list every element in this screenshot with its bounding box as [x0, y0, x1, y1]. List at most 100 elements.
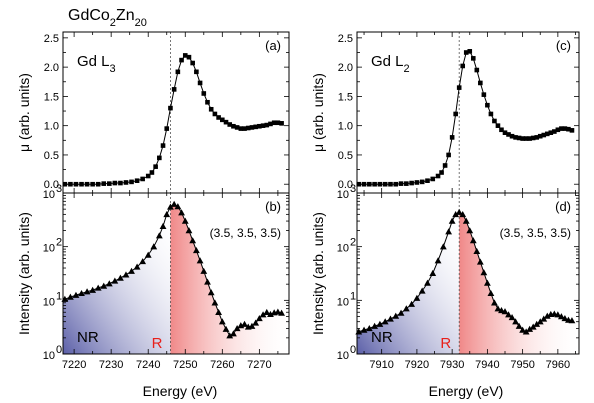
data-point-triangle	[122, 271, 130, 278]
data-point-square	[182, 53, 188, 58]
x-tick-label: 7220	[62, 359, 86, 371]
data-point-square	[153, 164, 158, 169]
data-point-square	[439, 170, 444, 175]
data-point-triangle	[150, 243, 158, 250]
data-point-triangle	[452, 210, 460, 218]
data-point-square	[220, 117, 225, 123]
data-point-triangle	[67, 293, 74, 300]
data-point-triangle	[397, 309, 405, 316]
panel-a: 0.0 0.5 1.0 1.5 2.0 2.5 μ (arb. units) (a) Gd L3	[16, 31, 290, 194]
data-point-triangle	[192, 247, 200, 254]
data-point-square	[485, 102, 490, 108]
plot-frame	[62, 192, 290, 355]
x-tick-label: 7230	[99, 359, 123, 371]
data-point-square	[245, 125, 251, 131]
data-point-triangle	[252, 319, 260, 326]
data-point-triangle	[455, 208, 463, 215]
panel-letter: (d)	[555, 199, 571, 214]
y-tick-exponent: 3	[56, 183, 62, 195]
data-point-triangle	[522, 328, 530, 335]
data-point-triangle	[133, 263, 141, 270]
y-tick-label: 10	[43, 189, 55, 201]
data-point-square	[467, 49, 473, 54]
data-point-triangle	[226, 332, 234, 339]
data-point-triangle	[508, 314, 516, 321]
y-tick-label: 10	[337, 296, 349, 308]
data-point-triangle	[462, 217, 470, 224]
data-point-triangle	[491, 299, 498, 306]
data-point-square	[216, 115, 221, 120]
data-point-triangle	[376, 320, 384, 327]
region-label-nr: NR	[77, 329, 99, 346]
data-point-square	[231, 123, 236, 129]
data-point-square	[537, 133, 543, 139]
x-tick-label: 7950	[510, 359, 534, 371]
data-point-triangle	[117, 274, 124, 281]
data-point-triangle	[487, 289, 495, 297]
data-point-triangle	[557, 313, 565, 320]
data-point-triangle	[526, 325, 534, 332]
data-point-square	[393, 181, 399, 187]
data-point-triangle	[72, 291, 80, 298]
data-point-square	[456, 85, 462, 90]
data-point-square	[79, 181, 84, 187]
data-point-square	[73, 181, 79, 187]
data-point-square	[460, 63, 466, 69]
data-point-square	[541, 132, 547, 138]
x-axis-label-right: Energy (eV)	[429, 383, 504, 399]
data-point-triangle	[233, 324, 241, 332]
data-point-square	[190, 60, 195, 66]
y-tick-label: 10	[43, 296, 55, 308]
data-point-square	[227, 122, 233, 127]
data-point-triangle	[439, 243, 447, 250]
y-tick-exponent: 0	[350, 344, 356, 356]
data-point-triangle	[434, 257, 442, 264]
x-axis-label-left: Energy (eV)	[143, 383, 218, 399]
data-point-square	[238, 126, 244, 131]
data-point-square	[62, 181, 68, 187]
data-point-square	[168, 105, 173, 111]
data-point-square	[382, 181, 388, 187]
data-point-triangle	[540, 315, 548, 322]
data-point-square	[164, 126, 170, 131]
data-point-square	[264, 122, 270, 128]
data-point-square	[419, 179, 425, 185]
data-point-square	[118, 180, 123, 186]
y-axis-title: Intensity (arb. units)	[16, 212, 32, 335]
data-point-square	[84, 181, 90, 187]
data-point-square	[234, 125, 240, 130]
data-point-square	[279, 121, 284, 126]
y-tick-label: 0.0	[44, 179, 59, 191]
y-tick-label: 10	[43, 350, 55, 362]
data-point-triangle	[185, 227, 193, 234]
x-tick-label: 7940	[475, 359, 499, 371]
data-point-triangle	[536, 318, 544, 325]
y-tick-label: 1.0	[44, 121, 59, 133]
data-point-triangle	[89, 286, 97, 293]
series-line	[64, 54, 282, 185]
data-point-triangle	[207, 289, 215, 296]
data-point-triangle	[515, 322, 523, 329]
data-point-triangle	[83, 288, 91, 295]
data-point-square	[101, 181, 107, 186]
data-point-triangle	[178, 209, 185, 216]
data-point-square	[197, 80, 203, 86]
data-point-triangle	[144, 251, 152, 258]
region-label-r: R	[440, 335, 451, 352]
data-point-triangle	[519, 326, 527, 333]
data-point-square	[271, 120, 277, 126]
data-point-square	[90, 181, 95, 187]
data-point-square	[179, 57, 184, 63]
data-point-square	[356, 181, 362, 187]
x-tick-label: 7920	[405, 359, 429, 371]
panel-letter: (c)	[556, 38, 571, 53]
y-tick-label: 1.5	[338, 91, 353, 103]
data-point-square	[506, 132, 511, 137]
y-tick-label: 10	[337, 243, 349, 255]
y-tick-exponent: 2	[350, 237, 356, 249]
data-point-triangle	[371, 322, 379, 329]
x-tick-label: 7270	[247, 359, 271, 371]
data-point-triangle	[408, 300, 416, 307]
data-point-square	[499, 127, 504, 133]
data-point-triangle	[473, 247, 481, 255]
